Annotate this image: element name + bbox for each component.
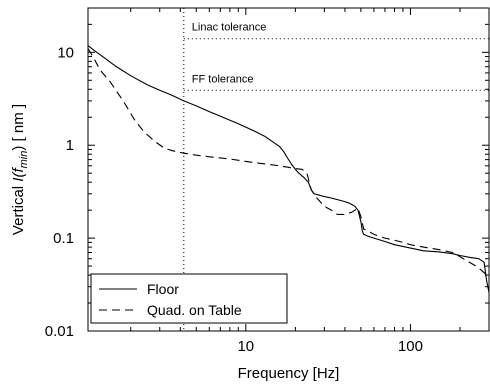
series-line-quad-on-table xyxy=(87,48,490,278)
tolerance-label: Linac tolerance xyxy=(192,22,267,34)
legend-box xyxy=(90,273,288,324)
series-layer xyxy=(87,45,490,293)
y-axis-label-subscript: min xyxy=(18,151,30,169)
y-tick-label: 1 xyxy=(66,137,74,154)
annotations: Linac tolerance FF tolerance xyxy=(183,8,489,331)
y-tick-label: 0.01 xyxy=(45,323,74,340)
y-axis-label-close: ) xyxy=(10,146,27,151)
tolerance-label: FF tolerance xyxy=(192,73,254,85)
legend-label: Floor xyxy=(147,281,179,297)
y-tick-label: 10 xyxy=(57,44,74,61)
series-line-floor xyxy=(87,45,490,293)
x-tick-label: 10 xyxy=(237,338,254,355)
axis-ticks: 10 100 0.01 0.1 1 10 xyxy=(45,7,490,355)
x-axis-label: Frequency [Hz] xyxy=(238,365,340,382)
legend-label: Quad. on Table xyxy=(147,302,242,318)
y-axis-label-unit: [ nm ] xyxy=(10,104,27,146)
y-tick-label: 0.1 xyxy=(53,230,74,247)
plot-frame xyxy=(87,7,490,332)
y-axis-label-symbol: I(f xyxy=(10,167,27,182)
legend: Floor Quad. on Table xyxy=(90,273,288,324)
y-axis-label: Vertical I(fmin) [ nm ] xyxy=(10,104,30,235)
y-axis-label-prefix: Vertical xyxy=(10,182,27,235)
x-tick-label: 100 xyxy=(398,338,423,355)
